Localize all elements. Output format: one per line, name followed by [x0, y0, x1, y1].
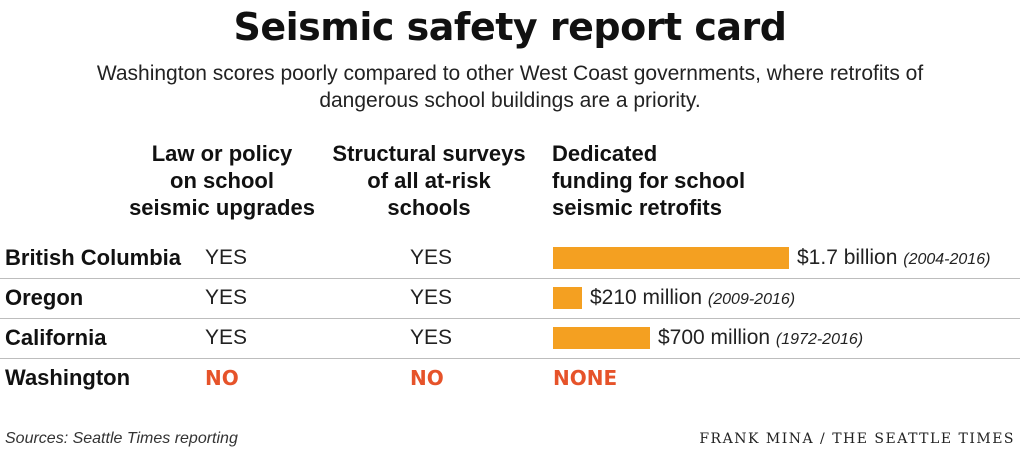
- funding-years: (2004-2016): [903, 251, 991, 268]
- row-label: Washington: [5, 365, 131, 390]
- funding-label: $210 million (2009-2016): [590, 278, 795, 320]
- column-header-law: Law or policy on school seismic upgrades: [122, 140, 322, 221]
- funding-amount: $1.7 billion: [797, 246, 898, 269]
- funding-amount: $210 million: [590, 286, 703, 309]
- row-label: Oregon: [5, 285, 84, 310]
- row-divider: [0, 318, 1020, 319]
- column-header-survey: Structural surveys of all at-risk school…: [328, 140, 530, 221]
- funding-amount: $700 million: [658, 326, 771, 349]
- funding-none: NONE: [553, 366, 618, 390]
- survey-value: YES: [410, 246, 453, 269]
- funding-years: (2009-2016): [707, 291, 796, 308]
- column-header-survey-line: Structural surveys: [332, 141, 526, 166]
- subtitle-line-2: dangerous school buildings are a priorit…: [319, 89, 701, 112]
- credit: FRANK MINA / THE SEATTLE TIMES: [699, 431, 1015, 447]
- column-header-funding-line: funding for school: [552, 168, 746, 193]
- law-value: YES: [205, 286, 248, 309]
- funding-years: (1972-2016): [775, 331, 864, 348]
- survey-value: NO: [410, 366, 444, 390]
- funding-label: $1.7 billion (2004-2016): [797, 238, 990, 280]
- chart-title: Seismic safety report card: [233, 5, 787, 49]
- column-header-funding-line: Dedicated: [552, 141, 658, 166]
- column-header-funding-line: seismic retrofits: [552, 195, 722, 220]
- law-value: YES: [205, 246, 248, 269]
- chart-subtitle: Washington scores poorly compared to oth…: [20, 60, 1000, 114]
- column-header-law-line: Law or policy: [151, 141, 293, 166]
- table-row-washington: Washington NO NO NONE: [0, 358, 1020, 398]
- column-header-survey-line: schools: [387, 195, 471, 220]
- funding-bar: [553, 247, 789, 269]
- column-header-survey-line: of all at-risk: [367, 168, 491, 193]
- row-divider: [0, 358, 1020, 359]
- funding-bar: [553, 287, 582, 309]
- law-value: NO: [205, 366, 239, 390]
- table-row-british-columbia: British Columbia YES YES $1.7 billion (2…: [0, 238, 1020, 278]
- law-value: YES: [205, 326, 248, 349]
- table-row-oregon: Oregon YES YES $210 million (2009-2016): [0, 278, 1020, 318]
- row-label: California: [5, 325, 107, 350]
- funding-bar: [553, 327, 650, 349]
- source-note: Sources: Seattle Times reporting: [5, 430, 238, 447]
- survey-value: YES: [410, 326, 453, 349]
- row-divider: [0, 278, 1020, 279]
- row-label: British Columbia: [5, 245, 182, 270]
- funding-label: $700 million (1972-2016): [658, 318, 863, 360]
- column-header-funding: Dedicated funding for school seismic ret…: [552, 140, 792, 221]
- column-header-law-line: seismic upgrades: [129, 195, 315, 220]
- column-header-law-line: on school: [170, 168, 274, 193]
- subtitle-line-1: Washington scores poorly compared to oth…: [96, 62, 924, 85]
- table-row-california: California YES YES $700 million (1972-20…: [0, 318, 1020, 358]
- survey-value: YES: [410, 286, 453, 309]
